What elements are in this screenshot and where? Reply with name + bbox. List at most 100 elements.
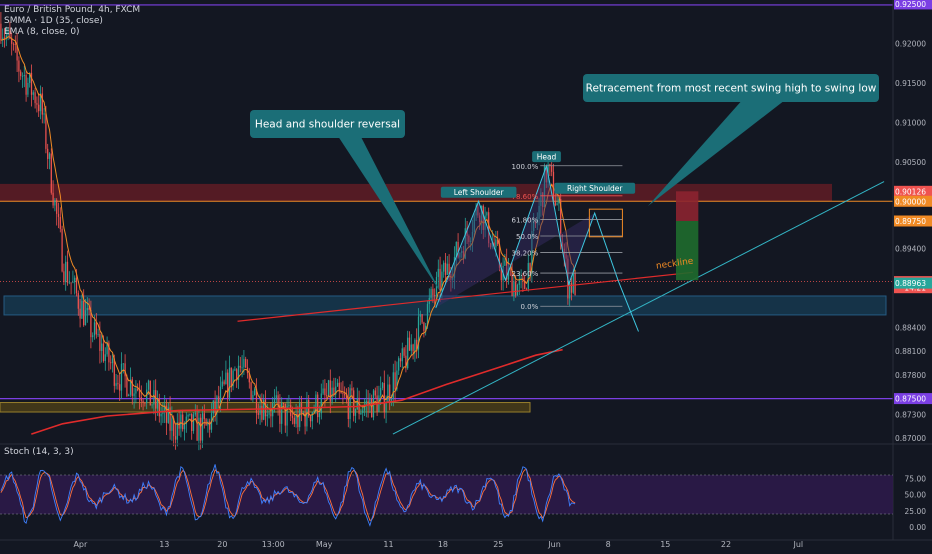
candle-body — [99, 334, 101, 351]
candle-body — [187, 414, 189, 417]
candle-body — [569, 282, 571, 299]
candle-body — [237, 365, 240, 380]
candle-body — [430, 288, 432, 298]
left-shoulder-label: Left Shoulder — [454, 188, 505, 197]
fib-level-label: 38.20% — [512, 250, 539, 258]
candle-body — [462, 250, 465, 259]
fib-level-label: 0.0% — [520, 303, 538, 311]
candle-body — [340, 390, 342, 394]
right-shoulder-label-bg — [554, 182, 636, 194]
candle-body — [131, 379, 133, 397]
candle-body — [531, 231, 533, 273]
candle-body — [497, 239, 499, 245]
candle-body — [313, 410, 315, 413]
candle-body — [322, 388, 324, 394]
price-tag-label: 0.88963 — [895, 279, 926, 288]
candle-body — [137, 388, 139, 391]
callout-head-shoulder-pointer — [335, 132, 441, 293]
candle-body — [146, 389, 148, 404]
candle-body — [437, 268, 439, 277]
candle-body — [342, 393, 344, 394]
candle-body — [277, 395, 279, 405]
candle-body — [268, 413, 270, 415]
candle-body — [183, 424, 186, 430]
candle-body — [29, 72, 31, 83]
hs-pattern-line — [435, 163, 639, 332]
candle-body — [396, 370, 398, 390]
candle-body — [558, 199, 560, 204]
candle-body — [182, 414, 184, 430]
candle-body — [351, 388, 353, 391]
candle-body — [556, 203, 558, 206]
candle-body — [408, 337, 411, 351]
candle-body — [473, 215, 475, 232]
candle-body — [504, 260, 506, 266]
candle-body — [214, 400, 216, 414]
candle-body — [11, 38, 13, 44]
price-tick-label: 0.87800 — [895, 371, 926, 380]
candle-body — [491, 242, 493, 248]
candle-body — [200, 417, 202, 441]
candle-body — [543, 166, 546, 208]
candle-body — [338, 382, 340, 391]
candle-body — [381, 382, 384, 388]
candle-body — [317, 394, 319, 418]
symbol-legend[interactable]: Euro / British Pound, 4h, FXCM SMMA · 1D… — [4, 5, 140, 38]
candle-body — [122, 363, 124, 365]
candle-body — [448, 263, 450, 274]
candle-body — [252, 395, 254, 400]
candle-body — [363, 405, 366, 411]
candle-body — [403, 348, 405, 356]
candle-body — [453, 257, 456, 278]
candle-body — [164, 405, 166, 411]
candle-body — [110, 362, 112, 364]
candle-body — [423, 322, 425, 331]
candle-body — [367, 400, 369, 406]
candle-body — [542, 192, 544, 208]
candle-body — [295, 413, 297, 424]
candle-body — [574, 272, 576, 296]
candle-body — [133, 393, 135, 397]
candle-body — [273, 399, 276, 404]
candle-body — [174, 436, 177, 440]
candle-body — [124, 363, 126, 377]
candle-body — [228, 367, 231, 398]
candle-body — [383, 382, 385, 413]
risk-box — [676, 191, 699, 221]
candle-body — [443, 262, 445, 272]
price-tag-bg — [894, 195, 932, 207]
candle-body — [38, 104, 40, 112]
time-tick-label: 25 — [493, 540, 503, 549]
candle-body — [56, 199, 58, 214]
candle-body — [459, 252, 461, 258]
candle-body — [18, 60, 20, 72]
price-tick-label: 0.87300 — [895, 410, 926, 419]
candle-body — [434, 295, 436, 297]
candle-body — [336, 382, 339, 387]
price-tick-label: 0.88400 — [895, 324, 926, 333]
candle-body — [475, 206, 477, 216]
candle-body — [329, 380, 331, 402]
candle-body — [484, 215, 486, 230]
candle-body — [495, 239, 497, 248]
candle-body — [354, 408, 357, 416]
candle-body — [43, 113, 45, 115]
candle-body — [554, 200, 556, 206]
left-shoulder-label-bg — [440, 186, 517, 198]
price-tick-label: 0.87000 — [895, 434, 926, 443]
candle-body — [353, 390, 355, 416]
candle-body — [93, 322, 96, 336]
candle-body — [194, 413, 196, 415]
support-zone — [3, 295, 887, 316]
candle-body — [468, 235, 470, 242]
candle-body — [511, 269, 513, 297]
time-tick-label: 8 — [606, 540, 611, 549]
candle-body — [333, 387, 335, 395]
candle-body — [471, 231, 474, 241]
candle-body — [482, 205, 484, 230]
candle-body — [173, 418, 175, 437]
candle-body — [444, 262, 447, 275]
candle-body — [54, 199, 56, 206]
candle-body — [59, 216, 61, 229]
